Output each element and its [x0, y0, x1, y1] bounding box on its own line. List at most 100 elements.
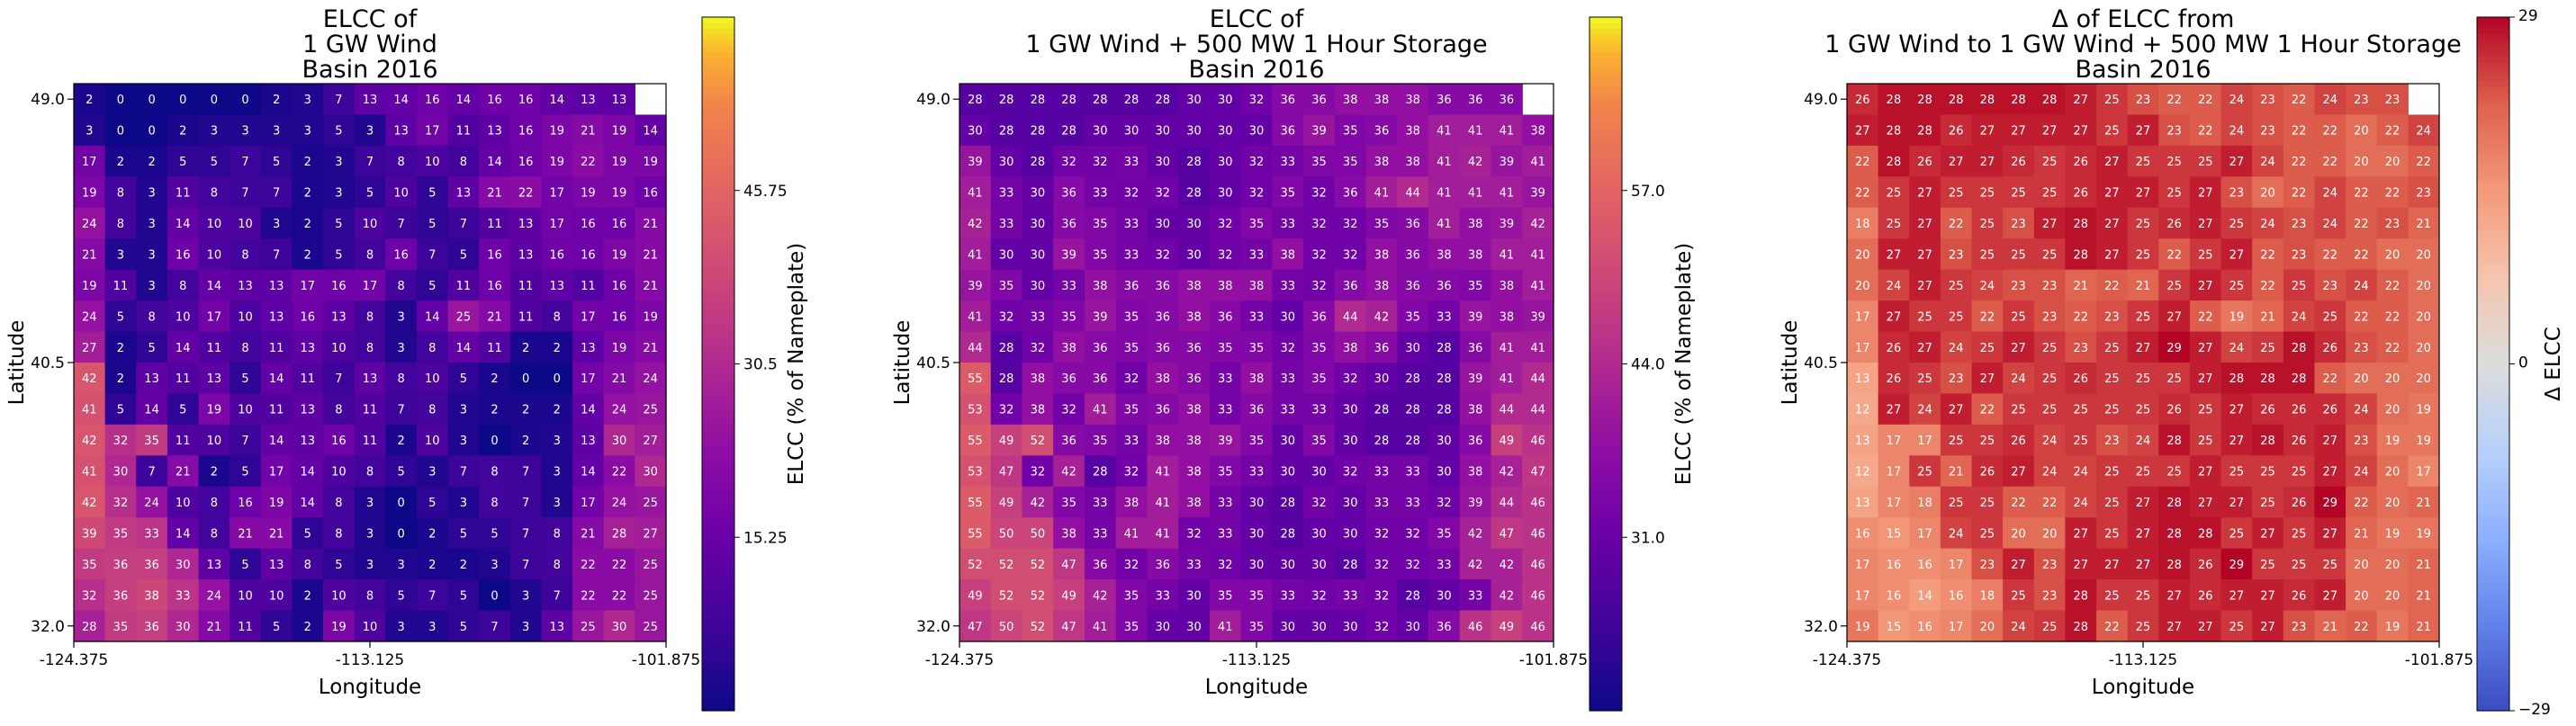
- cell-label: 10: [238, 404, 253, 417]
- colorbar-segment: [702, 606, 734, 614]
- heatmap-cell: [2127, 331, 2159, 363]
- heatmap-cell: [323, 331, 356, 363]
- cell-label: 24: [2354, 404, 2369, 417]
- heatmap-cell: [479, 548, 511, 580]
- heatmap-cell: [2252, 579, 2284, 612]
- cell-label: 26: [2292, 404, 2307, 417]
- cell-label: 33: [1374, 466, 1390, 480]
- colorbar-segment: [1590, 473, 1622, 480]
- heatmap-cell: [1053, 363, 1085, 395]
- cell-label: 30: [1218, 156, 1233, 169]
- cell-label: 7: [241, 435, 248, 448]
- cell-label: 27: [1980, 156, 1995, 169]
- cell-label: 24: [2323, 218, 2338, 231]
- colorbar-segment: [702, 497, 734, 504]
- heatmap-cell: [354, 548, 386, 580]
- heatmap-cell: [1878, 269, 1910, 301]
- colorbar-segment: [1590, 490, 1622, 497]
- heatmap-cell: [2252, 300, 2284, 333]
- cell-label: 27: [1980, 125, 1995, 139]
- colorbar-segment: [2477, 103, 2509, 111]
- heatmap-cell: [1303, 610, 1336, 642]
- cell-label: 13: [300, 435, 315, 448]
- cell-label: 33: [1405, 466, 1420, 480]
- cell-label: 55: [968, 527, 983, 541]
- heatmap-cell: [2065, 84, 2097, 116]
- heatmap-cell: [1240, 424, 1273, 456]
- heatmap-cell: [959, 331, 992, 363]
- heatmap-cell: [2283, 517, 2316, 550]
- heatmap-cell: [1940, 269, 1973, 301]
- heatmap-cell: [323, 84, 356, 116]
- cell-label: 2: [304, 187, 311, 201]
- cell-label: 27: [2229, 589, 2245, 603]
- colorbar-segment: [2477, 664, 2509, 671]
- heatmap-cell: [1334, 300, 1367, 333]
- cell-label: 25: [2292, 559, 2307, 572]
- y-tick-label: 32.0: [31, 618, 65, 636]
- heatmap-cell: [1022, 331, 1054, 363]
- cell-label: 12: [1855, 404, 1870, 417]
- colorbar-tick-label: −29: [2518, 701, 2551, 719]
- colorbar-segment: [1590, 537, 1622, 544]
- heatmap-cell: [1147, 393, 1179, 426]
- heatmap-cell: [1272, 393, 1304, 426]
- heatmap-cell: [2283, 84, 2316, 116]
- cell-label: 13: [393, 125, 409, 139]
- cell-label: 12: [1855, 466, 1870, 480]
- heatmap-cell: [635, 517, 667, 550]
- colorbar-segment: [702, 265, 734, 273]
- cell-label: 33: [1437, 559, 1452, 572]
- cell-label: 17: [1855, 342, 1870, 355]
- heatmap-cell: [1909, 114, 1941, 147]
- x-tick-label: -124.375: [1813, 651, 1881, 669]
- cell-label: 24: [2042, 466, 2058, 480]
- heatmap-cell: [479, 517, 511, 550]
- heatmap-cell: [1334, 548, 1367, 580]
- heatmap-cell: [2096, 363, 2129, 395]
- heatmap-cell: [1209, 610, 1242, 642]
- heatmap-cell: [1022, 84, 1054, 116]
- heatmap-cell: [603, 176, 635, 209]
- heatmap-cell: [230, 300, 262, 333]
- colorbar-segment: [702, 473, 734, 480]
- heatmap-cell: [2096, 486, 2129, 518]
- heatmap-cell: [74, 331, 106, 363]
- cell-label: 27: [2198, 621, 2213, 634]
- heatmap-cell: [1053, 145, 1085, 177]
- heatmap-cell: [1878, 300, 1910, 333]
- cell-label: 8: [179, 280, 186, 293]
- heatmap-cell: [603, 145, 635, 177]
- colorbar-segment: [2477, 340, 2509, 347]
- colorbar-segment: [2477, 22, 2509, 30]
- heatmap-cell: [1053, 331, 1085, 363]
- heatmap-cell: [1459, 238, 1492, 271]
- cell-label: 25: [2292, 280, 2307, 293]
- cell-label: 28: [1405, 589, 1420, 603]
- heatmap-cell: [1178, 486, 1211, 518]
- cell-label: 22: [612, 559, 627, 572]
- heatmap-cell: [2065, 300, 2097, 333]
- heatmap-cell: [2283, 238, 2316, 271]
- cell-label: 28: [999, 342, 1014, 355]
- heatmap-cell: [2003, 393, 2035, 426]
- cell-label: 41: [1437, 218, 1452, 231]
- heatmap-cell: [1878, 238, 1910, 271]
- cell-label: 36: [1343, 280, 1358, 293]
- cell-label: 8: [491, 497, 498, 510]
- cell-label: 32: [82, 589, 97, 603]
- cell-label: 21: [207, 621, 222, 634]
- colorbar-segment: [2477, 161, 2509, 168]
- cell-label: 10: [393, 187, 409, 201]
- cell-label: 20: [2416, 280, 2431, 293]
- cell-label: 28: [2073, 621, 2088, 634]
- cell-label: 0: [397, 497, 404, 510]
- x-tick-label: -113.125: [336, 651, 404, 669]
- heatmap-cell: [990, 486, 1023, 518]
- cell-label: 35: [1311, 342, 1327, 355]
- heatmap-cell: [1522, 176, 1554, 209]
- heatmap-cell: [2283, 610, 2316, 642]
- cell-label: 28: [2042, 94, 2058, 107]
- cell-label: 44: [1500, 497, 1515, 510]
- chart-title: Basin 2016: [1188, 56, 1324, 84]
